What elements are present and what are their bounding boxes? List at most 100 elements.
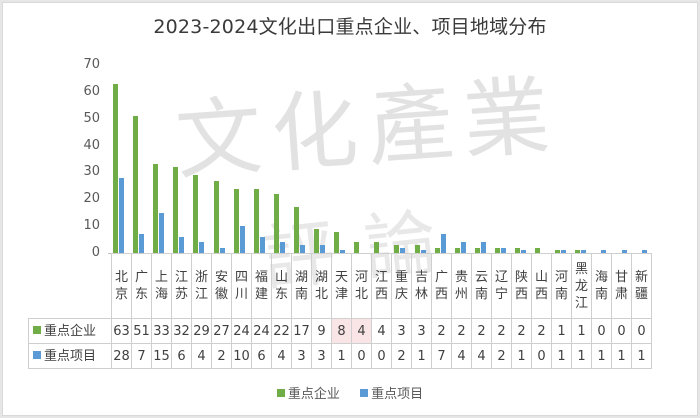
y-tick-label: 10 — [83, 218, 100, 234]
bar-enterprises[interactable] — [434, 247, 440, 253]
data-table: 北京 广东 上海 江苏 浙江 安徽 四川 福建 山东 湖南 湖北 天津 河北 江西 重庆 吉林 广西 贵州 云南 辽宁… — [28, 253, 652, 369]
category-label: 黑龙江 — [571, 253, 592, 319]
bar-projects[interactable] — [179, 236, 185, 253]
bar-enterprises[interactable] — [454, 247, 460, 253]
category-label: 新疆 — [631, 253, 652, 319]
table-cell: 2 — [511, 318, 532, 344]
table-cell: 1 — [411, 343, 432, 369]
bar-projects[interactable] — [219, 247, 225, 253]
enterprise-legend-swatch-icon — [276, 389, 285, 397]
bar-enterprises[interactable] — [314, 228, 319, 253]
bar-projects[interactable] — [641, 250, 647, 253]
bar-projects[interactable] — [139, 234, 145, 253]
bar-enterprises[interactable] — [133, 116, 139, 253]
table-cell: 4 — [371, 318, 392, 344]
project-swatch-icon — [33, 350, 41, 359]
bar-enterprises[interactable] — [193, 175, 199, 253]
table-cell: 1 — [551, 318, 572, 344]
bar-enterprises[interactable] — [414, 244, 420, 253]
category-label: 吉林 — [411, 253, 432, 319]
category-label: 山东 — [271, 253, 292, 319]
bar-enterprises[interactable] — [213, 180, 219, 253]
category-label: 云南 — [471, 253, 492, 319]
bar-projects[interactable] — [521, 250, 526, 253]
category-label: 辽宁 — [491, 253, 512, 319]
table-cell: 4 — [191, 343, 212, 369]
bar-projects[interactable] — [279, 242, 285, 253]
bar-enterprises[interactable] — [374, 242, 380, 253]
bar-enterprises[interactable] — [233, 188, 239, 253]
category-label: 广东 — [131, 253, 152, 319]
category-label: 北京 — [111, 253, 132, 319]
table-cell: 0 — [371, 343, 392, 369]
bar-projects[interactable] — [239, 226, 245, 253]
bar-enterprises[interactable] — [334, 231, 340, 253]
bar-enterprises[interactable] — [515, 247, 520, 253]
table-cell: 0 — [591, 318, 612, 344]
table-cell: 2 — [451, 318, 472, 344]
table-cell: 0 — [631, 318, 652, 344]
row-header-label: 重点项目 — [44, 348, 97, 364]
bar-enterprises[interactable] — [575, 250, 581, 253]
category-label: 湖南 — [291, 253, 312, 319]
category-label: 广西 — [431, 253, 452, 319]
y-tick-label: 0 — [91, 245, 100, 260]
table-cell: 7 — [131, 343, 152, 369]
legend-item-projects[interactable]: 重点项目 — [360, 383, 423, 402]
bar-enterprises[interactable] — [293, 207, 299, 253]
bar-enterprises[interactable] — [173, 167, 179, 253]
table-cell: 1 — [571, 318, 592, 344]
row-header-enterprises: 重点企业 — [28, 318, 112, 344]
table-corner — [28, 253, 112, 319]
table-cell: 9 — [311, 318, 332, 344]
bar-projects[interactable] — [259, 236, 265, 253]
bar-projects[interactable] — [420, 250, 426, 253]
bar-enterprises[interactable] — [494, 247, 500, 253]
table-cell: 0 — [611, 318, 632, 344]
table-cell: 3 — [411, 318, 432, 344]
category-label: 四川 — [231, 253, 252, 319]
table-cell: 0 — [351, 343, 372, 369]
bar-projects[interactable] — [119, 177, 124, 253]
y-tick-label: 50 — [83, 110, 100, 126]
table-cell: 1 — [571, 343, 592, 369]
bar-projects[interactable] — [561, 250, 567, 253]
bar-projects[interactable] — [601, 250, 607, 253]
bar-enterprises[interactable] — [153, 164, 159, 253]
bar-enterprises[interactable] — [535, 247, 541, 253]
bar-enterprises[interactable] — [555, 250, 561, 253]
bar-enterprises[interactable] — [394, 244, 400, 253]
y-tick-label: 40 — [83, 137, 100, 153]
bar-projects[interactable] — [299, 244, 305, 253]
bar-projects[interactable] — [460, 242, 466, 253]
bar-enterprises[interactable] — [253, 188, 259, 253]
category-label: 天津 — [331, 253, 352, 319]
table-cell: 1 — [551, 343, 572, 369]
bar-projects[interactable] — [440, 234, 446, 253]
bar-projects[interactable] — [621, 250, 627, 253]
bar-projects[interactable] — [581, 250, 587, 253]
legend-item-enterprises[interactable]: 重点企业 — [276, 383, 340, 402]
table-cell: 24 — [251, 318, 272, 344]
table-cell: 2 — [391, 343, 412, 369]
bar-enterprises[interactable] — [474, 247, 480, 253]
bar-projects[interactable] — [159, 212, 165, 253]
bar-projects[interactable] — [199, 242, 205, 253]
bar-enterprises[interactable] — [354, 242, 360, 253]
bar-projects[interactable] — [500, 247, 506, 253]
category-label: 安徽 — [211, 253, 232, 319]
table-cell: 2 — [211, 343, 232, 369]
y-tick-label: 70 — [83, 57, 100, 72]
table-cell: 4 — [271, 343, 292, 369]
table-cell: 2 — [491, 318, 512, 344]
table-cell: 24 — [231, 318, 252, 344]
legend-label: 重点项目 — [371, 387, 424, 402]
bar-projects[interactable] — [480, 242, 486, 253]
category-label: 浙江 — [191, 253, 212, 319]
bar-enterprises[interactable] — [113, 83, 118, 253]
bar-projects[interactable] — [320, 244, 325, 253]
bar-projects[interactable] — [400, 247, 406, 253]
bar-projects[interactable] — [340, 250, 346, 253]
category-label: 河北 — [351, 253, 372, 319]
bar-enterprises[interactable] — [273, 193, 279, 253]
